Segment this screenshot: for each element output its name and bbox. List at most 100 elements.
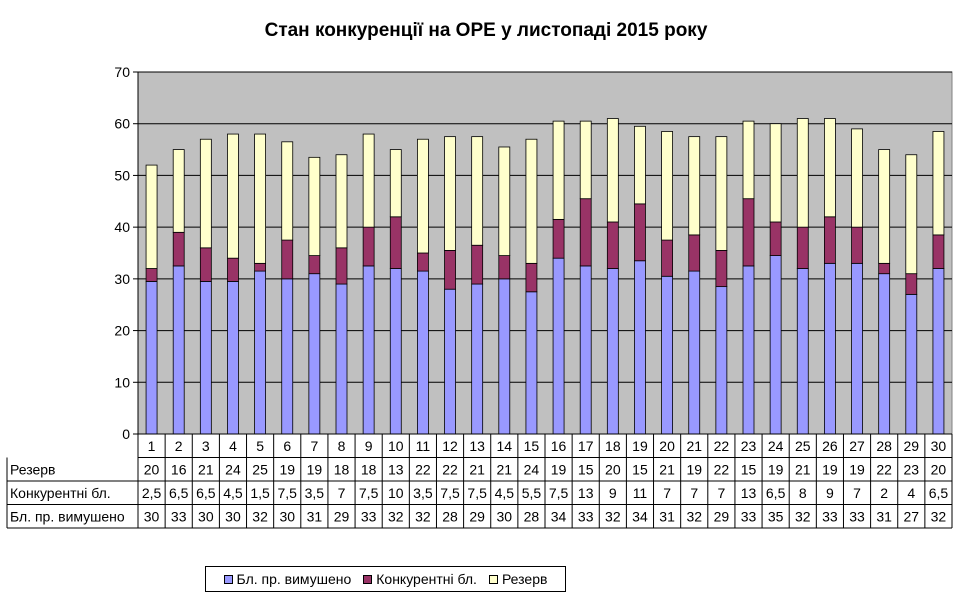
y-tick-label: 70	[114, 64, 130, 80]
bar-segment-3	[634, 125, 646, 205]
x-tick-label: 13	[469, 438, 485, 454]
x-tick-label: 6	[283, 438, 291, 454]
table-cell: 30	[198, 508, 214, 524]
bar-segment-3	[661, 131, 673, 241]
table-cell: 18	[334, 461, 350, 477]
legend-swatch-competitive	[363, 574, 373, 584]
bar-segment-3	[932, 131, 945, 236]
bar-segment-1	[769, 255, 782, 435]
bar-segment-1	[851, 262, 863, 435]
table-cell: 4,5	[495, 485, 515, 501]
bar-segment-1	[471, 283, 484, 435]
table-cell: 19	[768, 461, 784, 477]
bar-segment-3	[525, 138, 538, 264]
table-cell: 19	[686, 461, 702, 477]
table-cell: 7	[690, 485, 698, 501]
bar-segment-2	[742, 198, 755, 267]
bar-segment-1	[932, 268, 945, 435]
table-cell: 20	[931, 461, 947, 477]
bar-segment-3	[172, 149, 185, 233]
table-cell: 8	[799, 485, 807, 501]
legend-label-forced: Бл. пр. вимушено	[236, 571, 352, 587]
table-cell: 19	[279, 461, 295, 477]
bar-segment-2	[199, 247, 212, 282]
table-cell: 3,5	[305, 485, 325, 501]
table-cell: 32	[415, 508, 431, 524]
bar-segment-3	[552, 120, 565, 220]
bar-segment-2	[579, 198, 592, 267]
table-cell: 7,5	[549, 485, 569, 501]
bar-segment-3	[824, 118, 836, 218]
bar-segment-1	[824, 262, 836, 435]
bar-segment-3	[579, 120, 592, 200]
table-cell: 4,5	[223, 485, 243, 501]
table-cell: 21	[469, 461, 485, 477]
x-tick-label: 4	[229, 438, 237, 454]
table-cell: 15	[741, 461, 757, 477]
bar-segment-3	[281, 141, 294, 241]
table-row-label: Бл. пр. вимушено	[10, 508, 125, 524]
bar-segment-2	[498, 255, 511, 280]
bar-segment-3	[227, 133, 239, 259]
x-tick-label: 19	[632, 438, 648, 454]
bar-segment-1	[742, 265, 755, 435]
bar-segment-3	[416, 138, 429, 254]
bar-segment-3	[254, 133, 267, 264]
table-cell: 7,5	[359, 485, 379, 501]
x-tick-label: 15	[524, 438, 540, 454]
table-cell: 19	[307, 461, 323, 477]
bar-segment-1	[498, 278, 511, 435]
y-tick-label: 30	[114, 271, 130, 287]
bar-segment-3	[308, 156, 321, 256]
table-cell: 22	[415, 461, 431, 477]
table-cell: 13	[388, 461, 404, 477]
table-cell: 22	[442, 461, 458, 477]
table-cell: 20	[144, 461, 160, 477]
table-cell: 19	[849, 461, 865, 477]
table-cell: 7,5	[467, 485, 487, 501]
bar-segment-1	[172, 265, 185, 435]
bar-segment-2	[905, 273, 918, 295]
bar-segment-2	[606, 221, 619, 269]
legend-item-competitive: Конкурентні бл.	[363, 571, 477, 587]
x-tick-label: 8	[338, 438, 346, 454]
bar-segment-1	[525, 291, 538, 435]
table-cell: 29	[334, 508, 350, 524]
bar-segment-2	[715, 250, 728, 288]
bar-segment-1	[878, 273, 891, 435]
bar-segment-1	[796, 268, 809, 435]
chart-title: Стан конкуренції на ОРЕ у листопаді 2015…	[264, 20, 708, 41]
bar-segment-1	[199, 281, 212, 435]
bar-segment-1	[715, 286, 728, 435]
table-cell: 28	[524, 508, 540, 524]
bar-segment-3	[471, 136, 484, 246]
table-cell: 32	[605, 508, 621, 524]
x-tick-label: 16	[551, 438, 567, 454]
table-cell: 32	[686, 508, 702, 524]
table-cell: 2,5	[142, 485, 162, 501]
x-tick-label: 7	[310, 438, 318, 454]
table-cell: 16	[171, 461, 187, 477]
table-cell: 32	[931, 508, 947, 524]
table-cell: 4	[907, 485, 915, 501]
table-cell: 6,5	[169, 485, 189, 501]
bar-segment-1	[634, 260, 646, 435]
table-cell: 22	[714, 461, 730, 477]
bar-segment-2	[172, 231, 185, 267]
bar-segment-1	[606, 268, 619, 435]
bar-segment-1	[579, 265, 592, 435]
x-tick-label: 29	[904, 438, 920, 454]
bar-segment-2	[769, 221, 782, 256]
bar-segment-2	[824, 216, 836, 264]
x-tick-label: 14	[497, 438, 513, 454]
table-cell: 6,5	[766, 485, 786, 501]
bar-segment-3	[742, 120, 755, 200]
table-cell: 30	[497, 508, 513, 524]
bar-segment-2	[227, 257, 239, 282]
table-cell: 21	[497, 461, 513, 477]
table-cell: 34	[632, 508, 648, 524]
x-tick-label: 24	[768, 438, 784, 454]
table-cell: 33	[578, 508, 594, 524]
x-tick-label: 2	[175, 438, 183, 454]
